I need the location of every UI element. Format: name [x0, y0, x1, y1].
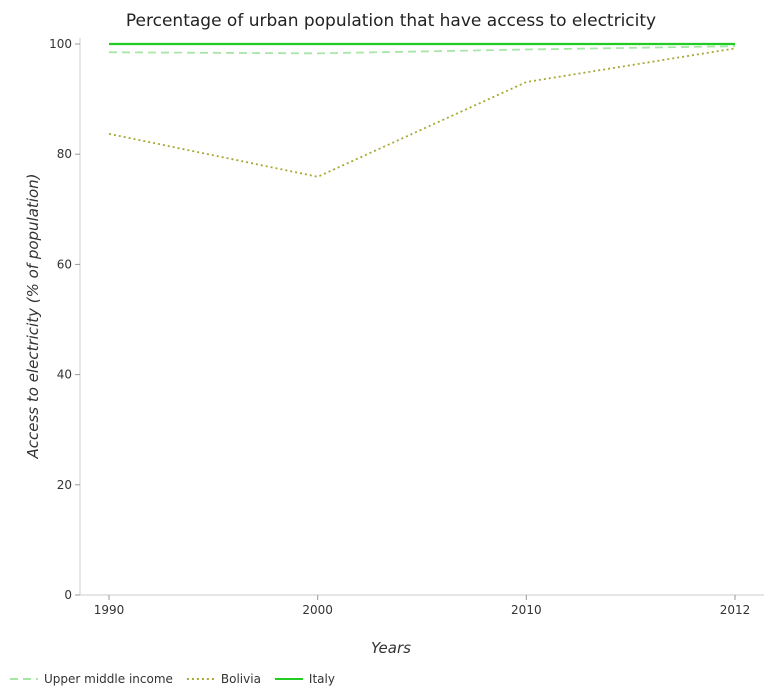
chart-title: Percentage of urban population that have…	[126, 11, 656, 31]
y-ticks: 0 20 40 60 80 100	[49, 37, 80, 602]
y-tick-label: 0	[64, 588, 72, 602]
series-line-upper-middle-income	[108, 45, 736, 55]
plot-area	[80, 38, 764, 595]
legend-item: Upper middle income	[10, 672, 173, 686]
y-tick-label: 20	[57, 478, 72, 492]
series-line-bolivia	[108, 47, 736, 178]
legend-label: Upper middle income	[44, 672, 173, 686]
x-tick-label: 2010	[511, 603, 542, 617]
series-lines	[108, 42, 736, 178]
x-tick-label: 2000	[302, 603, 333, 617]
legend-label: Bolivia	[221, 672, 261, 686]
legend-item: Bolivia	[186, 672, 261, 686]
x-axis-title: Years	[371, 639, 411, 657]
x-tick-label: 1990	[94, 603, 125, 617]
legend-label: Italy	[309, 672, 335, 686]
x-ticks: 1990 2000 2010 2012	[94, 595, 751, 617]
legend: Upper middle income Bolivia Italy	[10, 672, 335, 686]
y-tick-label: 100	[49, 37, 72, 51]
y-tick-label: 80	[57, 147, 72, 161]
x-tick-label: 2012	[720, 603, 751, 617]
legend-item: Italy	[274, 672, 335, 686]
y-tick-label: 40	[57, 368, 72, 382]
y-tick-label: 60	[57, 257, 72, 271]
y-axis-title: Access to electricity (% of population)	[24, 173, 42, 459]
